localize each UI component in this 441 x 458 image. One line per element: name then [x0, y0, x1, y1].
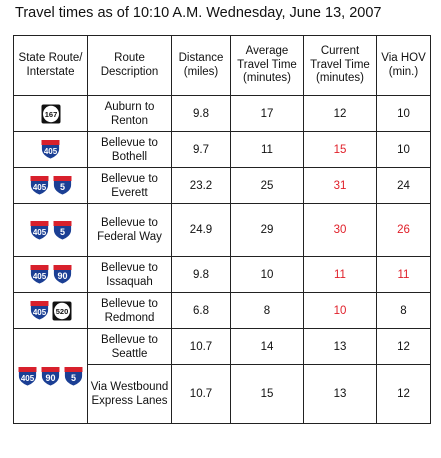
distance-value: 9.7 — [171, 131, 231, 168]
route-shields: 405 — [14, 139, 87, 160]
route-description: Bellevue to Everett — [87, 167, 172, 204]
travel-times-table: State Route/ Interstate Route Descriptio… — [13, 35, 431, 424]
hov-time-value: 12 — [376, 364, 431, 424]
route-description: Bellevue to Redmond — [87, 292, 172, 329]
table-row: 405 5 Bellevue to Everett 23.2 25 31 24 — [13, 167, 431, 204]
average-time-value: 17 — [230, 95, 304, 132]
svg-text:405: 405 — [32, 272, 46, 281]
route-shields: 405 90 — [14, 264, 87, 285]
svg-text:405: 405 — [33, 308, 47, 317]
table-row: 405 90 5 Bellevue to Seattle 10.7 14 13 12 — [13, 328, 431, 424]
svg-text:520: 520 — [56, 307, 69, 316]
route-shields: 167 — [14, 104, 87, 124]
average-time-value: 25 — [230, 167, 304, 204]
svg-text:405: 405 — [44, 147, 58, 156]
interstate-90-shield-icon: 90 — [52, 264, 72, 285]
route-shields: 405 5 — [14, 220, 87, 241]
interstate-5-shield-icon: 5 — [64, 366, 83, 386]
interstate-405-shield-icon: 405 — [29, 220, 49, 240]
interstate-405-shield-icon: 405 — [18, 366, 37, 386]
route-description: Bellevue to Federal Way — [87, 203, 172, 257]
header-current-time: Current Travel Time (minutes) — [303, 35, 377, 96]
average-time-value: 15 — [230, 364, 304, 424]
route-shields: 405 520 — [14, 300, 87, 321]
distance-value: 10.7 — [171, 364, 231, 424]
route-shields-cell: 167 — [13, 95, 88, 132]
hov-time-value: 8 — [376, 292, 431, 329]
svg-text:405: 405 — [32, 183, 46, 192]
interstate-405-shield-icon: 405 — [29, 175, 49, 196]
average-time-value: 29 — [230, 203, 304, 257]
table-row: 405 90 Bellevue to Issaquah 9.8 10 11 11 — [13, 256, 431, 293]
svg-text:405: 405 — [32, 228, 46, 237]
current-time-value: 11 — [303, 256, 377, 293]
hov-time-value: 24 — [376, 167, 431, 204]
hov-time-value: 10 — [376, 131, 431, 168]
current-time-value: 13 — [303, 328, 377, 365]
header-distance: Distance (miles) — [171, 35, 231, 96]
current-time-value: 30 — [303, 203, 377, 257]
svg-text:90: 90 — [57, 271, 67, 281]
route-shields-cell: 405 520 — [13, 292, 88, 329]
interstate-405-shield-icon: 405 — [29, 264, 49, 285]
distance-value: 9.8 — [171, 95, 231, 132]
interstate-5-shield-icon: 5 — [52, 175, 72, 196]
hov-time-value: 11 — [376, 256, 431, 293]
header-route: State Route/ Interstate — [13, 35, 88, 96]
table-row: 405 Bellevue to Bothell 9.7 11 15 10 — [13, 131, 431, 168]
svg-text:167: 167 — [44, 110, 57, 119]
table-row: 405 5 Bellevue to Federal Way 24.9 29 30 … — [13, 203, 431, 257]
average-time-value: 10 — [230, 256, 304, 293]
hov-time-value: 10 — [376, 95, 431, 132]
svg-text:5: 5 — [59, 227, 64, 237]
current-time-value: 15 — [303, 131, 377, 168]
header-description: Route Description — [87, 35, 172, 96]
distance-value: 24.9 — [171, 203, 231, 257]
average-time-value: 11 — [230, 131, 304, 168]
route-description: Auburn to Renton — [87, 95, 172, 132]
route-shields: 405 90 5 — [14, 366, 87, 387]
distance-value: 6.8 — [171, 292, 231, 329]
route-shields-cell: 405 5 — [13, 167, 88, 204]
route-shields-cell: 405 — [13, 131, 88, 168]
table-header-row: State Route/ Interstate Route Descriptio… — [13, 35, 431, 96]
state-route-167-shield-icon: 167 — [41, 104, 60, 123]
interstate-405-shield-icon: 405 — [41, 139, 60, 160]
table-row: Via Westbound Express Lanes 10.7 15 13 1… — [14, 364, 431, 424]
current-time-value: 10 — [303, 292, 377, 329]
hov-time-value: 26 — [376, 203, 431, 257]
route-description: Bellevue to Bothell — [87, 131, 172, 168]
table-row: 167 Auburn to Renton 9.8 17 12 10 — [13, 95, 431, 132]
route-shields-cell: 405 90 — [13, 256, 88, 293]
page-title: Travel times as of 10:10 A.M. Wednesday,… — [15, 5, 382, 21]
svg-text:405: 405 — [21, 374, 35, 383]
svg-text:90: 90 — [45, 373, 55, 383]
average-time-value: 8 — [230, 292, 304, 329]
interstate-5-shield-icon: 5 — [52, 220, 72, 240]
current-time-value: 31 — [303, 167, 377, 204]
state-route-520-shield-icon: 520 — [52, 301, 72, 320]
route-shields-cell: 405 90 5 — [13, 328, 88, 424]
interstate-405-shield-icon: 405 — [30, 300, 49, 321]
interstate-90-shield-icon: 90 — [41, 366, 60, 386]
svg-text:5: 5 — [59, 182, 64, 192]
header-average-time: Average Travel Time (minutes) — [230, 35, 304, 96]
route-description: Bellevue to Issaquah — [87, 256, 172, 293]
route-description: Via Westbound Express Lanes — [87, 364, 172, 424]
current-time-value: 12 — [303, 95, 377, 132]
route-shields: 405 5 — [14, 175, 87, 196]
table-row: 405 520 Bellevue to Redmond 6.8 8 10 8 — [13, 292, 431, 329]
header-hov: Via HOV (min.) — [376, 35, 431, 96]
current-time-value: 13 — [303, 364, 377, 424]
hov-time-value: 12 — [376, 328, 431, 365]
route-description: Bellevue to Seattle — [87, 328, 172, 365]
distance-value: 23.2 — [171, 167, 231, 204]
average-time-value: 14 — [230, 328, 304, 365]
svg-text:5: 5 — [71, 373, 76, 383]
distance-value: 10.7 — [171, 328, 231, 365]
distance-value: 9.8 — [171, 256, 231, 293]
route-shields-cell: 405 5 — [13, 203, 88, 257]
